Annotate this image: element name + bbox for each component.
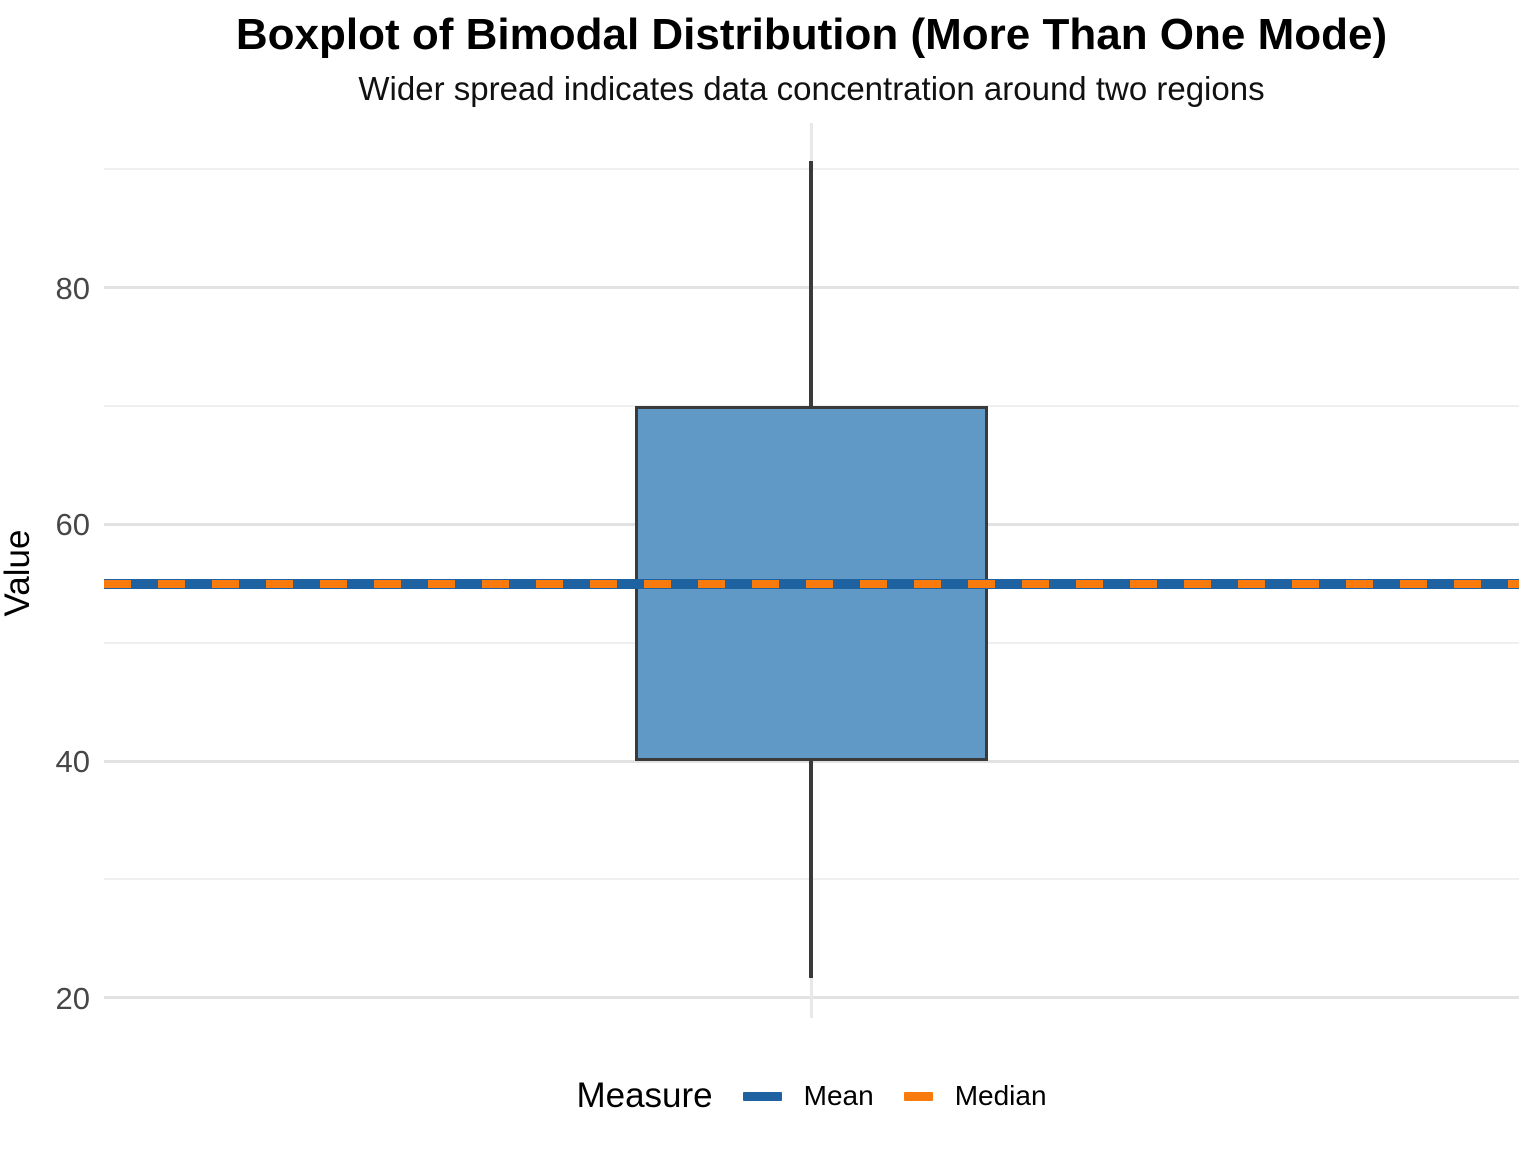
y-tick-label: 80 [55, 270, 90, 306]
legend-item-median: Median [903, 1080, 1047, 1112]
legend-label: Mean [803, 1080, 874, 1111]
chart-subtitle: Wider spread indicates data concentratio… [358, 70, 1265, 107]
legend-label: Median [954, 1080, 1047, 1111]
legend-items: Mean Median [742, 1080, 1047, 1112]
median-line [104, 579, 1519, 588]
plot-panel [104, 123, 1519, 1018]
y-tick-label: 40 [55, 744, 90, 780]
legend-swatch-median [903, 1091, 933, 1101]
legend-swatch-mean [742, 1091, 782, 1101]
chart-title: Boxplot of Bimodal Distribution (More Th… [235, 10, 1388, 59]
legend-title: Measure [576, 1076, 713, 1115]
y-tick-label: 60 [55, 507, 90, 543]
legend: Measure Mean Median [104, 1072, 1519, 1120]
y-axis-title: Value [0, 529, 37, 617]
whisker-upper [809, 160, 813, 406]
whisker-lower [809, 761, 813, 978]
legend-item-mean: Mean [742, 1080, 874, 1112]
y-tick-label: 20 [55, 980, 90, 1016]
